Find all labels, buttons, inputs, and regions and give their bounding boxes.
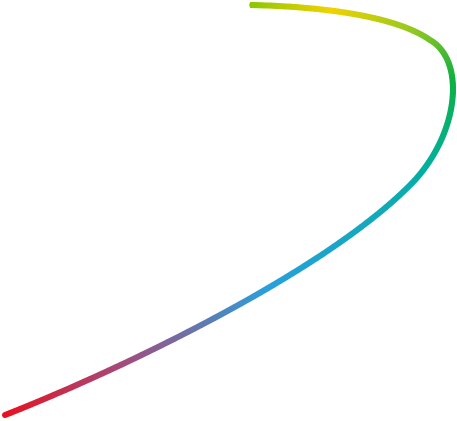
gradient-curve (2, 2, 456, 418)
gradient-curve-canvas (2, 2, 456, 418)
page: (() => { const ns = 'http://www.w3.org/2… (2, 2, 456, 418)
